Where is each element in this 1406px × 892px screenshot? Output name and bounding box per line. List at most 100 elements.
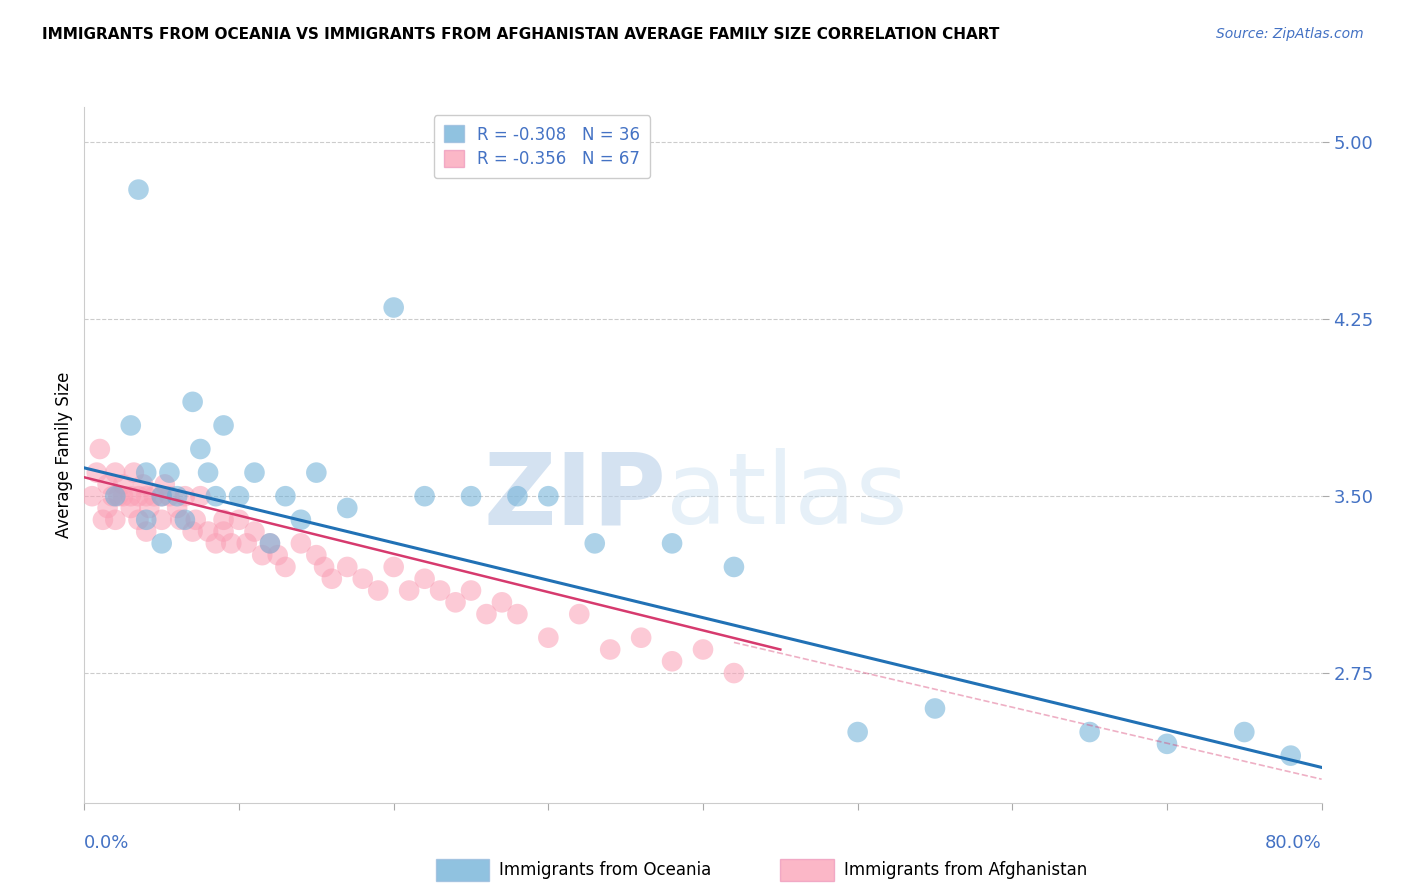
Point (82, 489, 104, 503)
Point (205, 536, 228, 550)
Point (122, 466, 145, 480)
Point (166, 489, 188, 503)
Point (143, 489, 166, 503)
Point (181, 524, 204, 539)
Point (120, 489, 142, 503)
Text: 0.0%: 0.0% (84, 834, 129, 852)
Point (174, 489, 197, 503)
Point (150, 536, 173, 550)
Point (1233, 725, 1256, 739)
Legend: R = -0.308   N = 36, R = -0.356   N = 67: R = -0.308 N = 36, R = -0.356 N = 67 (434, 115, 651, 178)
Point (150, 513, 173, 527)
Point (444, 595, 467, 609)
Point (506, 607, 529, 621)
Point (135, 466, 157, 480)
Point (112, 489, 135, 503)
Point (150, 489, 173, 503)
Point (259, 536, 281, 550)
Point (723, 560, 745, 574)
Point (413, 572, 436, 586)
Point (166, 500, 188, 515)
Point (132, 477, 155, 491)
Point (205, 489, 228, 503)
Point (924, 701, 946, 715)
Point (197, 524, 219, 539)
Point (460, 489, 482, 503)
Point (169, 513, 191, 527)
Point (184, 513, 207, 527)
Point (174, 513, 197, 527)
Point (243, 466, 266, 480)
Point (491, 595, 513, 609)
Point (104, 513, 127, 527)
Point (290, 513, 312, 527)
Text: Immigrants from Afghanistan: Immigrants from Afghanistan (844, 861, 1087, 879)
Point (312, 560, 335, 574)
Point (305, 548, 328, 562)
Point (537, 489, 560, 503)
Point (228, 489, 250, 503)
Point (127, 513, 149, 527)
Point (188, 489, 211, 503)
Point (429, 583, 451, 598)
Text: IMMIGRANTS FROM OCEANIA VS IMMIGRANTS FROM AFGHANISTAN AVERAGE FAMILY SIZE CORRE: IMMIGRANTS FROM OCEANIA VS IMMIGRANTS FR… (42, 27, 1000, 42)
Point (305, 466, 328, 480)
Point (413, 489, 436, 503)
Point (127, 489, 149, 503)
Point (89, 442, 111, 456)
Point (101, 489, 124, 503)
Point (321, 572, 343, 586)
Point (537, 631, 560, 645)
Point (91, 513, 114, 527)
Point (127, 183, 149, 197)
Point (398, 583, 420, 598)
Point (661, 536, 683, 550)
Point (382, 560, 405, 574)
Text: Immigrants from Oceania: Immigrants from Oceania (499, 861, 711, 879)
Point (150, 489, 173, 503)
Point (352, 572, 374, 586)
Point (181, 395, 204, 409)
Point (107, 489, 129, 503)
Point (336, 560, 359, 574)
Point (630, 631, 652, 645)
Y-axis label: Average Family Size: Average Family Size (55, 372, 73, 538)
Point (197, 466, 219, 480)
Point (219, 536, 242, 550)
Point (188, 442, 211, 456)
Point (460, 583, 482, 598)
Point (367, 583, 389, 598)
Point (120, 500, 142, 515)
Point (274, 560, 297, 574)
Point (1078, 725, 1101, 739)
Point (228, 513, 250, 527)
Point (159, 489, 180, 503)
Point (274, 489, 297, 503)
Point (475, 607, 498, 621)
Point (1279, 748, 1302, 763)
Point (290, 536, 312, 550)
Point (336, 500, 359, 515)
Point (599, 642, 621, 657)
Point (212, 418, 235, 433)
Point (235, 536, 259, 550)
Point (243, 524, 266, 539)
Point (250, 548, 273, 562)
Point (153, 477, 176, 491)
Text: Source: ZipAtlas.com: Source: ZipAtlas.com (1216, 27, 1364, 41)
Point (382, 301, 405, 315)
Point (104, 466, 127, 480)
Point (583, 536, 606, 550)
Point (506, 489, 529, 503)
Text: ZIP: ZIP (484, 448, 666, 545)
Text: atlas: atlas (666, 448, 907, 545)
Point (692, 642, 714, 657)
Text: 80.0%: 80.0% (1265, 834, 1322, 852)
Point (104, 489, 127, 503)
Point (86, 466, 108, 480)
Point (212, 513, 235, 527)
Point (846, 725, 869, 739)
Point (723, 666, 745, 681)
Point (661, 654, 683, 668)
Point (120, 418, 142, 433)
